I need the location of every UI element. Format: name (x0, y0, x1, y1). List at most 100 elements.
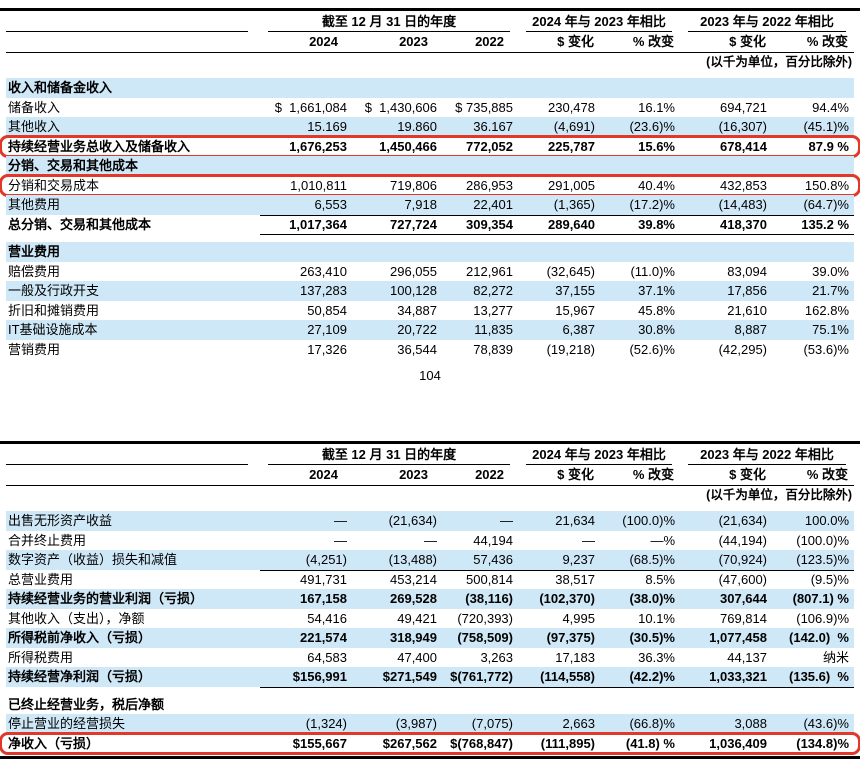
net-income-table: 截至 12 月 31 日的年度 2024 年与 2023 年相比 2023 年与 2… (0, 441, 860, 759)
table-cell: 15.6% (638, 138, 675, 154)
table-cell: (42,295) (718, 341, 767, 357)
table-cell: (23.6)% (600, 117, 680, 138)
table-row: 出售无形资产收益 — (21,634) — 21,634 (100.0)% (21,634)… (6, 511, 854, 531)
table-cell (518, 242, 600, 262)
table-cell: 772,052 (466, 138, 513, 154)
table-cell: 727,724 (352, 215, 442, 235)
table-cell: — (582, 532, 595, 548)
table-cell: 135.2 % (772, 215, 854, 235)
table-cell: (64.7)% (772, 195, 854, 216)
row-label: 其他费用 (8, 197, 61, 212)
table-cell: 21.7% (812, 283, 849, 298)
table-cell: (7,075) (442, 714, 518, 735)
table-row: 所得税前净收入（亏损） 221,574 318,949 (758,509) (97,37… (6, 628, 854, 648)
table-cell: 36.167 (442, 117, 518, 138)
table-cell (352, 695, 442, 715)
table-cell: (42.2)% (600, 667, 680, 688)
table-cell: (70,924) (680, 550, 772, 571)
table-cell (600, 242, 680, 262)
table-row: 合并终止费用 — — 44,194 — —% (44,194) (100.0)% (6, 531, 854, 551)
column-header: $ 变化 (729, 467, 766, 482)
comparison-2024-2023-header-text: 2024 年与 2023 年相比 (526, 444, 672, 465)
row-label: 持续经营净利润（亏损） (8, 669, 152, 684)
table-cell: 34,887 (397, 302, 437, 318)
table-cell (518, 156, 600, 176)
table-row: 停止营业的经营损失 (1,324) (3,987) (7,075) 2,663 (66.8… (6, 714, 854, 735)
column-header: % 改变 (806, 34, 848, 49)
table-cell: (1,324) (260, 714, 352, 735)
table-cell: 8.5% (600, 570, 680, 590)
table-cell: (17.2)% (600, 195, 680, 216)
table-cell: 1,077,458 (709, 630, 767, 645)
page-number: 104 (419, 368, 441, 383)
table-cell: (53.6)% (803, 341, 849, 357)
table-cell: 57,436 (442, 550, 518, 571)
table-cell: (19,218) (546, 341, 595, 357)
row-label: 合并终止费用 (8, 532, 87, 548)
table-cell: (114,558) (518, 667, 600, 688)
table-cell: — (500, 513, 513, 528)
column-header: $ 变化 (729, 34, 766, 49)
table-row: 持续经营业务的营业利润（亏损） 167,158 269,528 (38,116) (10… (6, 589, 854, 609)
table-cell: 162.8% (804, 302, 849, 318)
table-row: 营销费用 17,326 36,544 78,839 (19,218) (52.6)% (42… (6, 340, 854, 360)
table-cell: (9.5)% (772, 570, 854, 590)
table-cell (680, 242, 772, 262)
table-cell (772, 78, 854, 98)
column-header: 2023 (399, 467, 428, 482)
table-cell (772, 242, 854, 262)
table-cell: 9,237 (518, 550, 600, 571)
table-cell: 15.169 (260, 117, 352, 138)
table-cell: 21,610 (727, 302, 767, 318)
comparison-2024-2023-header: 2024 年与 2023 年相比 (518, 11, 680, 32)
table-cell: 230,478 (548, 99, 595, 115)
table-cell: 694,721 (720, 99, 767, 115)
table-cell: 22,401 (442, 195, 518, 216)
period-group-header-text: 截至 12 月 31 日的年度 (268, 11, 510, 32)
table-cell: 263,410 (300, 263, 347, 279)
table-cell: 2,663 (518, 714, 600, 735)
table-cell (442, 78, 518, 98)
row-label: 其他收入 (8, 119, 61, 134)
table-row: 总分销、交易和其他成本 1,017,364 727,724 309,354 289,64… (6, 215, 854, 235)
table-column-headers: 2024 2023 2022 $ 变化 % 改变 $ 变化 % 改变 (6, 32, 854, 53)
table-cell: 100,128 (390, 283, 437, 298)
table-cell: (38,116) (465, 591, 513, 606)
row-label: 已终止经营业务，税后净额 (8, 696, 165, 712)
table-cell: (38.0)% (629, 591, 675, 606)
table-cell (442, 156, 518, 176)
table-cell (260, 78, 352, 98)
table-cell: 7,918 (352, 195, 442, 216)
row-label: 储备收入 (8, 99, 61, 115)
table-cell: 纳米 (772, 648, 854, 668)
table-cell (600, 78, 680, 98)
table-row: 总营业费用 491,731 453,214 500,814 38,517 8.5% (47,… (6, 570, 854, 590)
table-cell: (135.6) % (772, 667, 854, 688)
table-cell: 78,839 (473, 341, 513, 357)
table-cell: 1,017,364 (260, 215, 352, 235)
table-cell: 309,354 (442, 215, 518, 235)
table-row: 数字资产（收益）损失和减值 (4,251) (13,488) 57,436 9,237(… (6, 550, 854, 571)
table-cell: 82,272 (473, 283, 513, 298)
table-cell: 44,194 (473, 532, 513, 548)
table-cell: (142.0) % (789, 630, 849, 645)
table-cell (600, 695, 680, 715)
table-cell: (720,393) (442, 609, 518, 629)
table-cell (600, 156, 680, 176)
table-cell: (30.5)% (629, 630, 675, 645)
table-cell: (47,600) (680, 570, 772, 590)
table-cell: 167,158 (300, 591, 347, 606)
table-cell: 17,856 (727, 283, 767, 298)
table-cell: 49,421 (352, 609, 442, 629)
table-cell: 432,853 (720, 177, 767, 193)
table-cell (352, 78, 442, 98)
row-label: 收入和储备金收入 (8, 80, 113, 95)
table-cell: 64,583 (260, 648, 352, 668)
table-cell: 491,731 (260, 570, 352, 590)
table-cell: 100.0% (804, 513, 849, 528)
table-header-groups: 截至 12 月 31 日的年度 2024 年与 2023 年相比 2023 年与 2… (6, 11, 854, 32)
table-cell: 1,033,321 (680, 667, 772, 688)
header-label-spacer (6, 31, 248, 32)
table-cell: 221,574 (300, 630, 347, 645)
table-cell: 39.8% (600, 215, 680, 235)
